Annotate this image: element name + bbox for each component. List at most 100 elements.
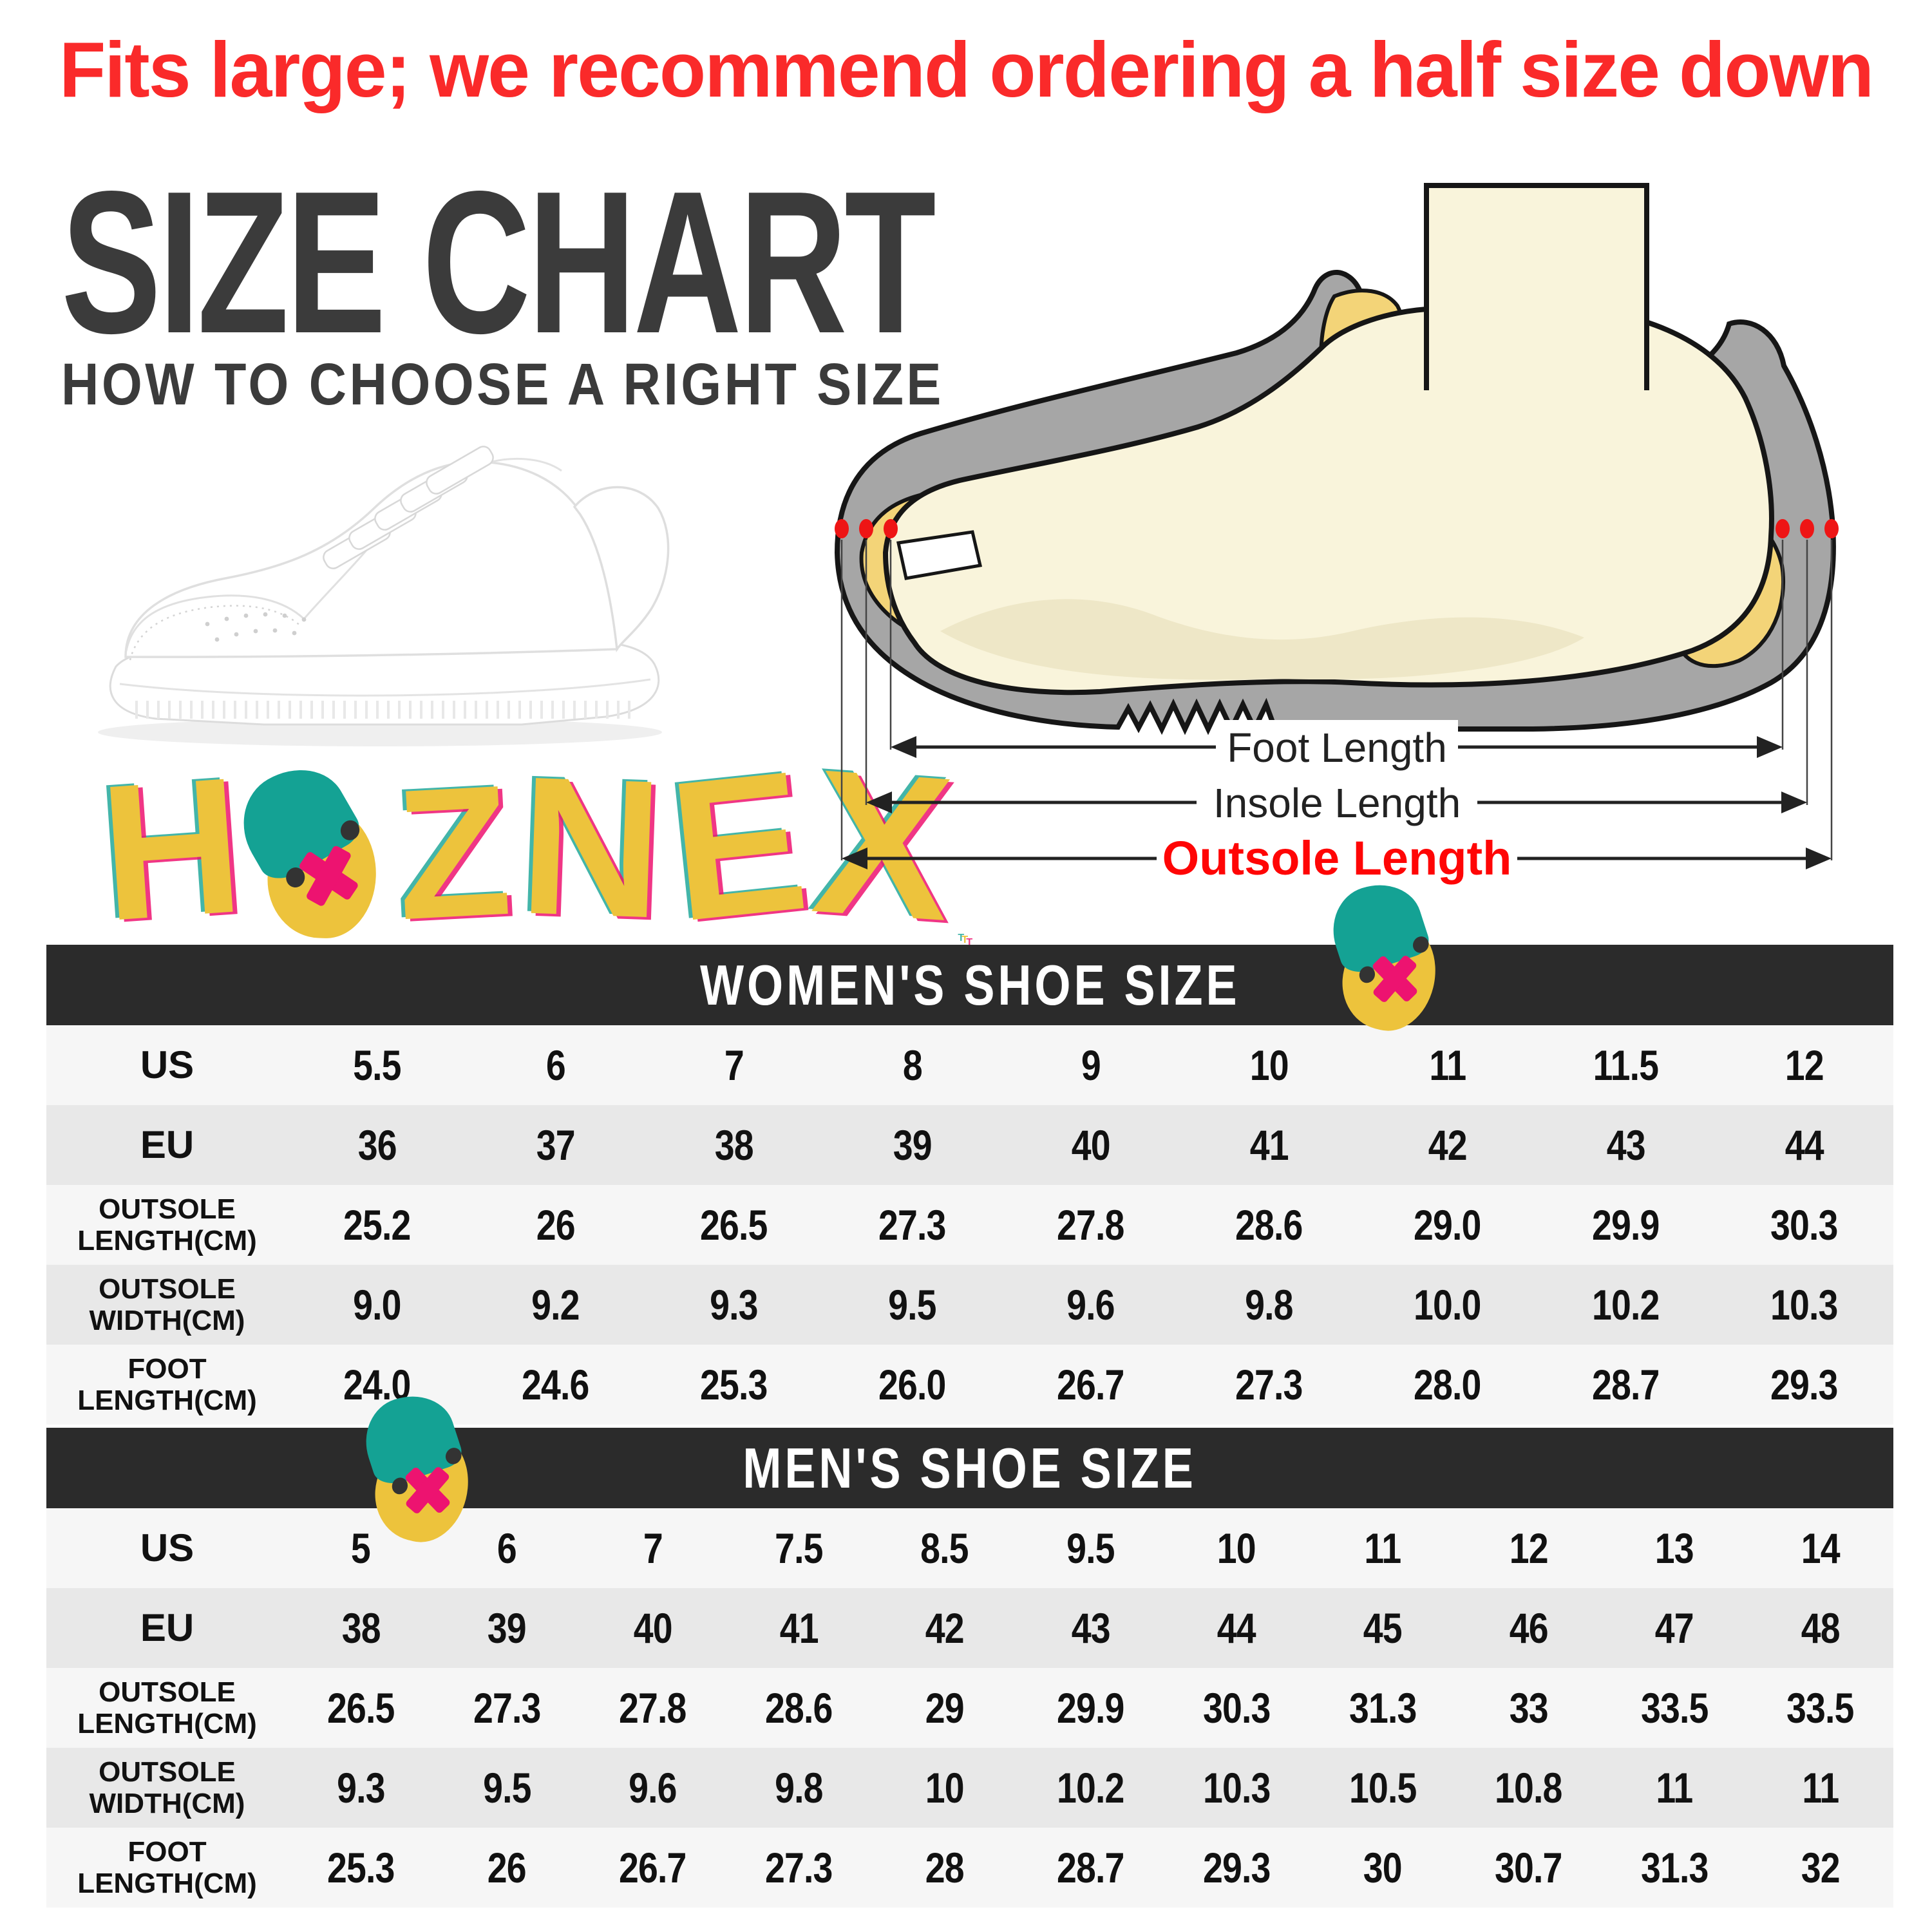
page-subtitle: HOW TO CHOOSE A RIGHT SIZE xyxy=(61,352,944,417)
table-cell: 10.3 xyxy=(1770,1281,1838,1329)
guide-lines xyxy=(840,540,1833,860)
table-cell: 46 xyxy=(1509,1604,1548,1652)
table-cell: 10.2 xyxy=(1057,1764,1124,1812)
table-cell: 29.3 xyxy=(1202,1844,1271,1891)
men-size-table: MEN'S SHOE SIZE US 5 6 7 7.5 8.5 9.5 10 11 12 13 14… xyxy=(46,1428,1893,1908)
table-cell: 33.5 xyxy=(1640,1684,1709,1732)
foot-length-dimension: Foot Length xyxy=(891,720,1783,774)
table-cell: 8.5 xyxy=(920,1524,969,1572)
table-cell: 38 xyxy=(341,1604,381,1652)
table-cell: 41 xyxy=(1249,1121,1289,1169)
table-cell: 10 xyxy=(925,1764,965,1812)
foot-length-label: Foot Length xyxy=(1227,724,1447,771)
table-cell: 11 xyxy=(1802,1764,1839,1812)
women-table-title: WOMEN'S SHOE SIZE xyxy=(699,952,1240,1017)
table-row: FOOT LENGTH(CM) 25.3 26 26.7 27.3 28 28.7 29.3 3… xyxy=(46,1828,1893,1908)
table-cell: 42 xyxy=(1428,1121,1467,1169)
table-cell: 14 xyxy=(1801,1524,1841,1572)
table-cell: 40 xyxy=(1071,1121,1110,1169)
table-cell: 28 xyxy=(925,1844,965,1891)
table-cell: 31.3 xyxy=(1349,1684,1417,1732)
table-row: US 5 6 7 7.5 8.5 9.5 10 11 12 13 14 xyxy=(46,1508,1893,1588)
brand-letter: E xyxy=(661,729,816,963)
table-cell: 26.7 xyxy=(619,1844,687,1891)
table-row: OUTSOLE WIDTH(CM) 9.0 9.2 9.3 9.5 9.6 9.8 10.0 1… xyxy=(46,1265,1893,1345)
table-cell: 29.3 xyxy=(1770,1361,1838,1408)
outsole-length-label: Outsole Length xyxy=(1162,831,1512,885)
table-row: US 5.5 6 7 8 9 10 11 11.5 12 xyxy=(46,1025,1893,1105)
table-cell: 10 xyxy=(1249,1041,1289,1089)
table-cell: 40 xyxy=(633,1604,673,1652)
brand-mascot-icon xyxy=(1321,873,1452,1040)
table-cell: 9.8 xyxy=(774,1764,823,1812)
row-label: FOOT LENGTH(CM) xyxy=(77,1352,257,1416)
table-cell: 36 xyxy=(357,1121,397,1169)
table-cell: 12 xyxy=(1785,1041,1824,1089)
table-cell: 10 xyxy=(1217,1524,1256,1572)
leg-shape xyxy=(1424,183,1649,390)
row-label: OUTSOLE WIDTH(CM) xyxy=(89,1756,245,1819)
table-cell: 30 xyxy=(1363,1844,1403,1891)
table-cell: 28.6 xyxy=(764,1684,833,1732)
table-cell: 26.5 xyxy=(700,1201,768,1249)
table-cell: 9.5 xyxy=(1066,1524,1115,1572)
row-label: US xyxy=(140,1526,194,1570)
table-cell: 29 xyxy=(925,1684,965,1732)
table-cell: 47 xyxy=(1655,1604,1694,1652)
table-cell: 48 xyxy=(1801,1604,1841,1652)
table-cell: 8 xyxy=(902,1041,922,1089)
brand-letter: N xyxy=(516,735,666,960)
table-row: OUTSOLE WIDTH(CM) 9.3 9.5 9.6 9.8 10 10.2 10.3 1… xyxy=(46,1748,1893,1828)
brand-logo: H Z N E X T xyxy=(95,726,973,964)
table-cell: 10.0 xyxy=(1414,1281,1481,1329)
table-cell: 10.8 xyxy=(1495,1764,1562,1812)
brand-mascot-icon xyxy=(223,750,393,948)
row-label: EU xyxy=(140,1123,194,1167)
table-cell: 9.5 xyxy=(888,1281,936,1329)
table-cell: 45 xyxy=(1363,1604,1403,1652)
table-cell: 11 xyxy=(1364,1524,1401,1572)
table-cell: 5.5 xyxy=(353,1041,401,1089)
table-cell: 41 xyxy=(779,1604,819,1652)
foot-shape xyxy=(882,306,1774,696)
table-cell: 29.9 xyxy=(1057,1684,1124,1732)
table-cell: 10.5 xyxy=(1349,1764,1417,1812)
table-cell: 28.6 xyxy=(1235,1201,1303,1249)
row-label: FOOT LENGTH(CM) xyxy=(77,1835,257,1899)
brand-letter: H xyxy=(94,735,249,962)
measure-dots xyxy=(835,519,1839,538)
table-cell: 30.3 xyxy=(1770,1201,1838,1249)
table-cell: 26 xyxy=(487,1844,527,1891)
brand-letter: Z xyxy=(391,746,515,960)
table-cell: 26.7 xyxy=(1057,1361,1124,1408)
outsole-length-dimension: Outsole Length xyxy=(842,828,1832,889)
table-cell: 27.8 xyxy=(1057,1201,1124,1249)
table-cell: 25.3 xyxy=(700,1361,768,1408)
table-cell: 28.7 xyxy=(1592,1361,1660,1408)
table-cell: 27.8 xyxy=(619,1684,687,1732)
row-label: US xyxy=(140,1043,194,1087)
table-cell: 33 xyxy=(1509,1684,1548,1732)
page-title: SIZE CHART xyxy=(61,149,936,375)
table-cell: 5 xyxy=(351,1524,371,1572)
table-cell: 43 xyxy=(1606,1121,1645,1169)
brand-mascot-icon xyxy=(354,1385,485,1551)
table-cell: 28.0 xyxy=(1414,1361,1481,1408)
table-cell: 9.6 xyxy=(1066,1281,1115,1329)
row-label: OUTSOLE LENGTH(CM) xyxy=(77,1676,257,1739)
table-cell: 30.3 xyxy=(1202,1684,1271,1732)
fit-advice-banner: Fits large; we recommend ordering a half… xyxy=(59,26,1874,113)
row-label: EU xyxy=(140,1606,194,1650)
table-cell: 44 xyxy=(1785,1121,1824,1169)
table-cell: 26.5 xyxy=(327,1684,395,1732)
table-cell: 9 xyxy=(1081,1041,1101,1089)
foot-measurement-diagram: Foot Length Insole Length Outsole Length xyxy=(834,183,1839,889)
men-table-header: MEN'S SHOE SIZE xyxy=(46,1428,1893,1508)
table-row: EU 36 37 38 39 40 41 42 43 44 xyxy=(46,1105,1893,1185)
table-cell: 28.7 xyxy=(1057,1844,1124,1891)
table-cell: 42 xyxy=(925,1604,965,1652)
table-cell: 27.3 xyxy=(764,1844,833,1891)
table-cell: 7 xyxy=(724,1041,744,1089)
table-cell: 9.3 xyxy=(337,1764,385,1812)
